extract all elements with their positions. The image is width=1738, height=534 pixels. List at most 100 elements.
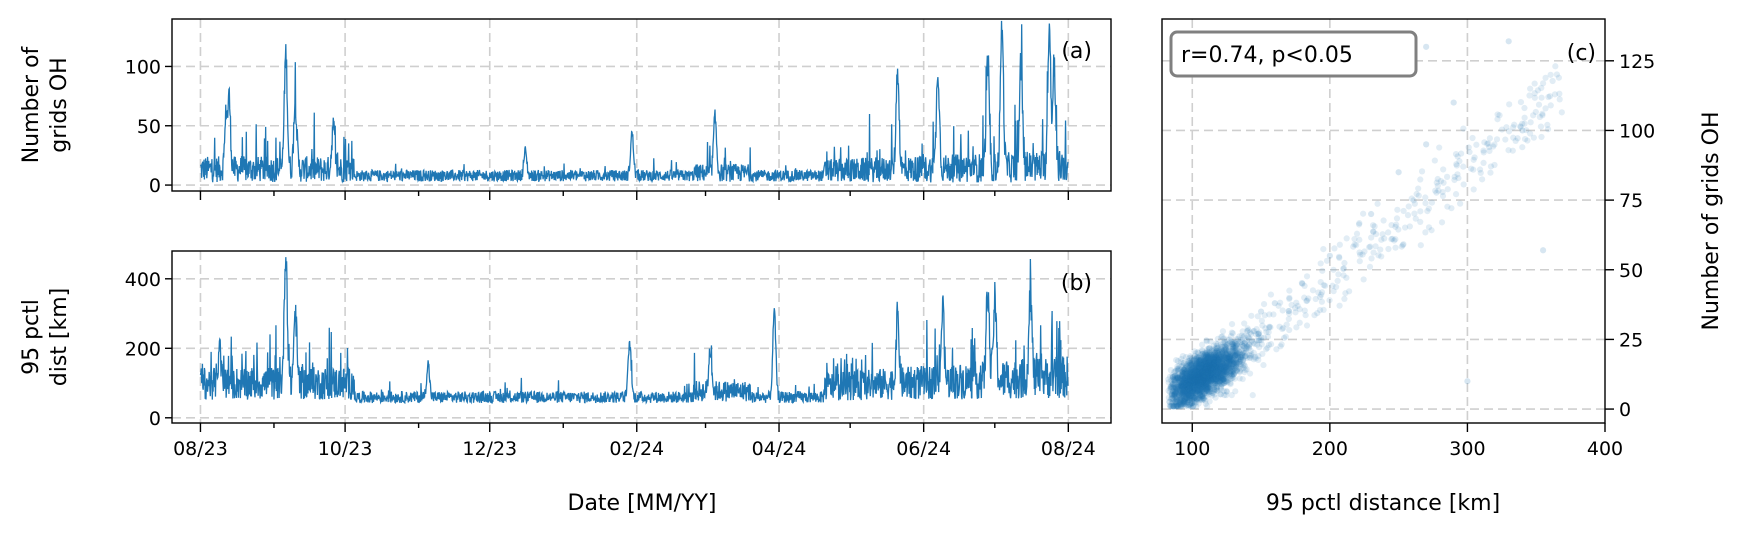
scatter-point	[1168, 377, 1175, 384]
scatter-point	[1186, 357, 1193, 365]
scatter-point	[1225, 365, 1232, 372]
scatter-point	[1197, 368, 1204, 375]
scatter-point	[1208, 367, 1215, 374]
scatter-point	[1172, 403, 1179, 410]
scatter-point	[1207, 384, 1214, 391]
scatter-point	[1199, 364, 1206, 371]
scatter-point	[1210, 359, 1217, 366]
scatter-point	[1230, 351, 1237, 359]
scatter-point	[1245, 326, 1252, 334]
scatter-point	[1169, 391, 1176, 398]
scatter-point	[1188, 356, 1195, 363]
scatter-point	[1180, 387, 1187, 394]
scatter-point	[1178, 372, 1186, 379]
scatter-point	[1199, 382, 1206, 389]
scatter-point	[1199, 384, 1206, 391]
scatter-point	[1209, 372, 1216, 379]
scatter-point	[1216, 370, 1223, 377]
scatter-point	[1204, 376, 1211, 383]
scatter-point	[1236, 361, 1243, 368]
scatter-point	[1544, 121, 1551, 128]
scatter-point	[1210, 388, 1218, 395]
scatter-point	[1213, 352, 1220, 359]
scatter-point	[1228, 368, 1235, 376]
scatter-point	[1168, 402, 1175, 409]
scatter-point	[1198, 347, 1206, 354]
scatter-point	[1184, 391, 1191, 398]
scatter-point	[1200, 358, 1207, 365]
scatter-point	[1229, 362, 1236, 370]
scatter-point	[1199, 361, 1206, 369]
scatter-point	[1198, 395, 1205, 403]
scatter-point	[1212, 360, 1219, 367]
scatter-point	[1194, 373, 1202, 380]
scatter-point	[1196, 375, 1203, 382]
scatter-point	[1206, 377, 1213, 385]
scatter-point	[1189, 403, 1197, 410]
scatter-point	[1206, 361, 1214, 368]
scatter-point	[1197, 386, 1204, 393]
scatter-point	[1196, 359, 1203, 366]
scatter-point	[1190, 373, 1198, 380]
scatter-point	[1188, 386, 1195, 393]
scatter-point	[1192, 376, 1199, 383]
scatter-point	[1197, 369, 1205, 376]
scatter-point	[1191, 373, 1199, 380]
scatter-point	[1194, 358, 1201, 365]
scatter-point	[1207, 376, 1214, 384]
scatter-point	[1190, 384, 1198, 391]
scatter-point	[1186, 354, 1193, 362]
scatter-point	[1205, 375, 1212, 382]
scatter-point	[1185, 373, 1193, 380]
scatter-point	[1196, 382, 1203, 389]
scatter-point	[1190, 380, 1197, 387]
scatter-point	[1200, 366, 1207, 373]
scatter-point	[1210, 362, 1217, 369]
scatter-point	[1193, 371, 1200, 378]
scatter-point	[1206, 359, 1213, 367]
scatter-point	[1423, 141, 1430, 148]
scatter-point	[1432, 187, 1439, 194]
scatter-point	[1240, 361, 1248, 368]
scatter-point	[1198, 372, 1206, 379]
scatter-point	[1204, 353, 1211, 361]
scatter-point	[1424, 208, 1431, 215]
scatter-point	[1216, 348, 1223, 356]
scatter-point	[1225, 355, 1233, 363]
scatter-point	[1187, 363, 1194, 370]
scatter-point	[1210, 369, 1217, 376]
scatter-point	[1229, 367, 1237, 374]
scatter-point	[1211, 358, 1218, 366]
scatter-point	[1176, 401, 1183, 408]
scatter-point	[1294, 302, 1301, 310]
scatter-point	[1173, 393, 1180, 400]
scatter-point	[1204, 355, 1211, 362]
scatter-point	[1233, 341, 1240, 348]
scatter-point	[1201, 366, 1209, 373]
scatter-point	[1205, 359, 1212, 366]
scatter-point	[1215, 360, 1222, 367]
scatter-point	[1206, 349, 1213, 356]
scatter-point	[1188, 385, 1196, 392]
scatter-point	[1210, 362, 1218, 369]
scatter-point	[1210, 342, 1217, 349]
scatter-point	[1188, 395, 1195, 402]
scatter-point	[1196, 386, 1203, 393]
scatter-point	[1207, 374, 1214, 381]
scatter-point	[1218, 374, 1225, 381]
scatter-point	[1208, 361, 1215, 368]
scatter-point	[1194, 370, 1201, 377]
scatter-point	[1212, 356, 1219, 363]
scatter-point	[1173, 384, 1180, 391]
scatter-point	[1547, 102, 1554, 109]
scatter-point	[1206, 361, 1214, 368]
scatter-point	[1191, 394, 1198, 401]
scatter-point	[1195, 368, 1202, 375]
scatter-point	[1197, 357, 1204, 364]
scatter-point	[1209, 354, 1216, 362]
scatter-point	[1234, 350, 1242, 357]
scatter-point	[1180, 368, 1188, 375]
scatter-point	[1410, 197, 1417, 204]
scatter-point	[1170, 391, 1177, 398]
scatter-point	[1180, 388, 1187, 395]
